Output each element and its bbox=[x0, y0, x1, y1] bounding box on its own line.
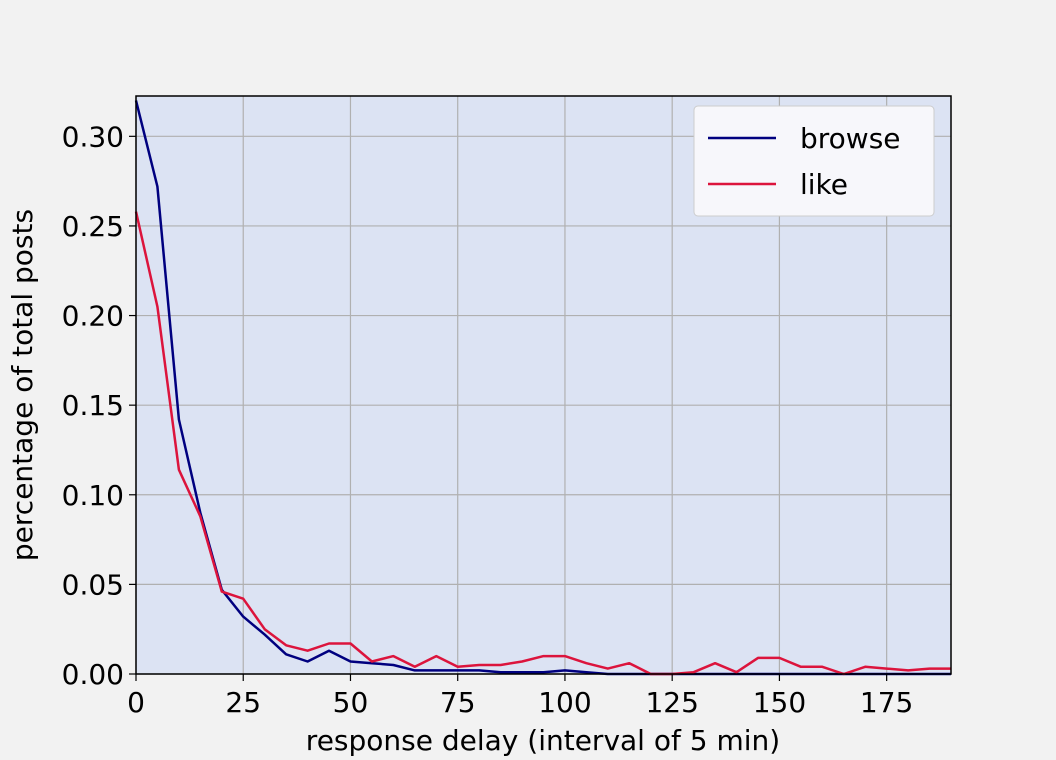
y-tick-label: 0.20 bbox=[62, 300, 124, 333]
legend-label-browse: browse bbox=[800, 122, 901, 155]
series-line-like bbox=[134, 211, 951, 676]
y-tick-label: 0.15 bbox=[62, 389, 124, 422]
y-tick-label: 0.25 bbox=[62, 210, 124, 243]
y-axis-label: percentage of total posts bbox=[6, 209, 39, 561]
legend-box bbox=[693, 105, 935, 217]
ticks: 0 25 50 75 100 125 150 175 0.00 0.05 0.10 0.15 0.20 0… bbox=[62, 120, 914, 719]
x-tick-label: 125 bbox=[645, 686, 698, 719]
x-tick-label: 175 bbox=[860, 686, 913, 719]
x-tick-label: 25 bbox=[225, 686, 261, 719]
y-tick-label: 0.00 bbox=[62, 658, 124, 691]
legend: browse like bbox=[693, 105, 935, 217]
y-tick-label: 0.10 bbox=[62, 479, 124, 512]
y-tick-label: 0.30 bbox=[62, 120, 124, 153]
x-tick-label: 150 bbox=[753, 686, 806, 719]
x-tick-label: 75 bbox=[440, 686, 476, 719]
plot-frame bbox=[135, 95, 952, 675]
x-axis-label: response delay (interval of 5 min) bbox=[306, 724, 780, 757]
legend-label-like: like bbox=[800, 168, 848, 201]
x-tick-label: 100 bbox=[538, 686, 591, 719]
x-tick-label: 50 bbox=[333, 686, 369, 719]
y-tick-label: 0.05 bbox=[62, 568, 124, 601]
x-tick-label: 0 bbox=[127, 686, 145, 719]
